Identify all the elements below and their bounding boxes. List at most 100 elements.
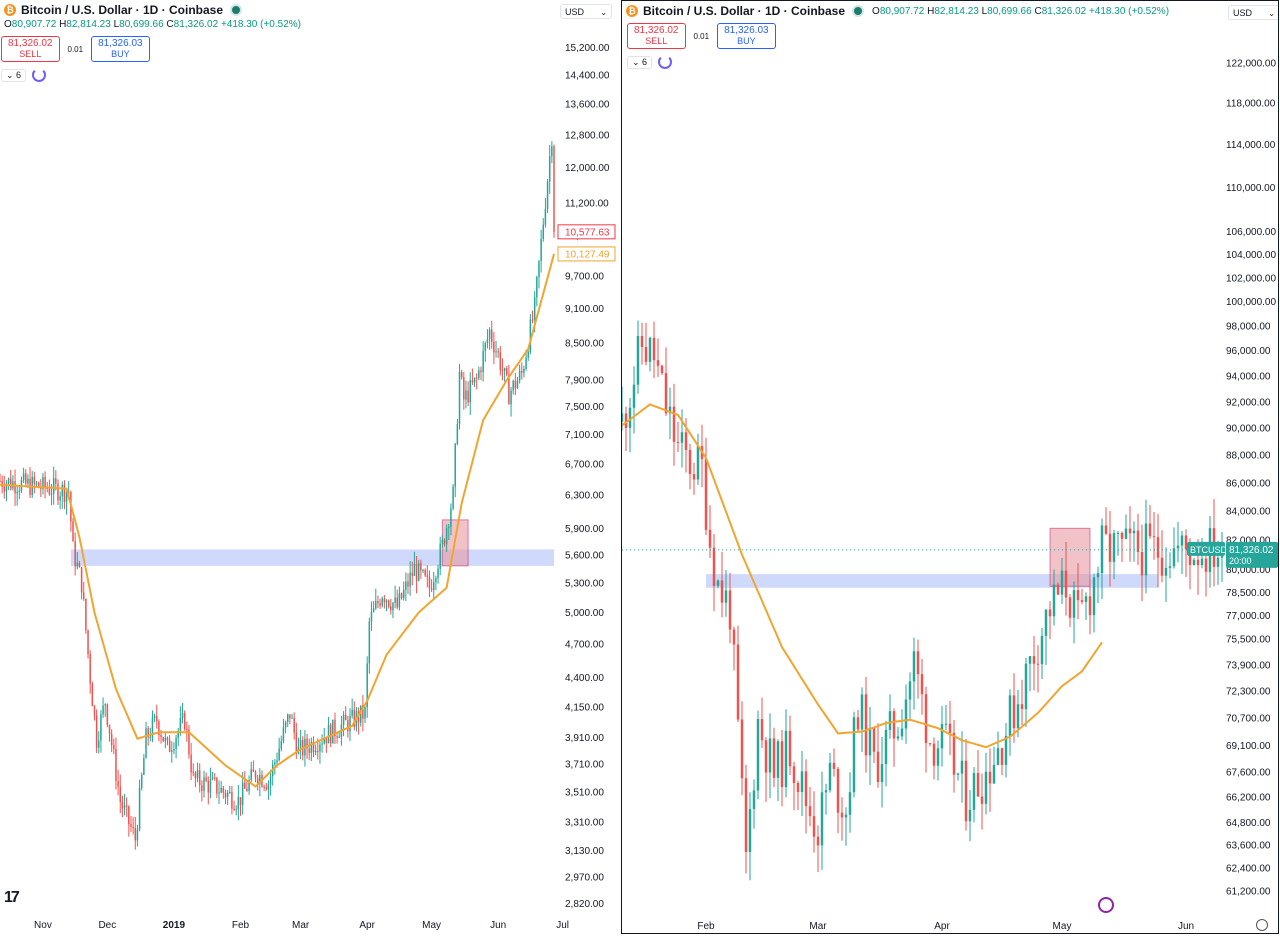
candle-body — [688, 449, 692, 475]
y-tick-label: 88,000.00 — [1226, 451, 1271, 462]
candle-body — [196, 770, 199, 779]
x-tick-label: 2019 — [163, 920, 186, 931]
candle-body — [44, 476, 46, 488]
candle-body — [736, 644, 740, 720]
y-tick-label: 106,000.00 — [1226, 227, 1276, 238]
candle-body — [1140, 551, 1144, 576]
left-chart-svg[interactable]: 2,820.00 2,970.00 3,130.00 3,310.00 3,510.00… — [0, 0, 620, 937]
candle-body — [55, 478, 57, 484]
y-tick-label: 7,100.00 — [565, 430, 604, 441]
candle-body — [123, 805, 126, 809]
candle-body — [5, 483, 8, 492]
buy-button[interactable]: 81,326.03 BUY — [91, 36, 150, 62]
candle-body — [546, 181, 549, 209]
candle-body — [1076, 590, 1080, 601]
candle-body — [140, 774, 143, 788]
candle-body — [336, 736, 338, 738]
chevron-down-icon[interactable]: ⌄ 6 — [627, 55, 653, 69]
candle-body — [42, 476, 44, 489]
candle-body — [880, 764, 884, 783]
chevron-down-icon[interactable]: ⌄ 6 — [1, 68, 27, 82]
candle-body — [956, 773, 960, 775]
candle-body — [59, 496, 61, 501]
y-tick-label: 13,600.00 — [565, 100, 610, 111]
price-label: 10,577.63 — [565, 227, 610, 238]
candle-body — [224, 792, 227, 798]
candle-body — [1112, 533, 1116, 562]
candle-body — [198, 770, 201, 786]
candle-body — [162, 737, 164, 742]
candle-body — [740, 719, 744, 779]
candle-body — [175, 737, 177, 749]
candle-body — [716, 580, 720, 587]
candle-body — [463, 377, 465, 400]
y-tick-label: 78,500.00 — [1226, 588, 1271, 599]
candle-body — [241, 782, 244, 806]
y-tick-label: 82,000.00 — [1226, 535, 1271, 546]
y-tick-label: 72,300.00 — [1226, 687, 1271, 698]
candle-body — [145, 728, 147, 759]
countdown: 20:00 — [1229, 556, 1252, 566]
candle-body — [1056, 584, 1060, 595]
symbol-title[interactable]: Bitcoin / U.S. Dollar · 1D · Coinbase — [643, 4, 846, 18]
candle-body — [188, 729, 190, 755]
currency-selector[interactable]: USD ⌄ — [560, 4, 612, 19]
candle-body — [728, 590, 732, 630]
candle-body — [95, 715, 98, 748]
replay-icon[interactable] — [1098, 897, 1114, 913]
candle-body — [149, 737, 152, 739]
candle-body — [480, 370, 482, 373]
candle-body — [57, 483, 59, 501]
candle-body — [383, 598, 386, 603]
candle-body — [760, 719, 764, 741]
gear-icon[interactable] — [1256, 919, 1268, 931]
candle-body — [52, 478, 55, 494]
y-tick-label: 5,000.00 — [565, 608, 604, 619]
candle-body — [523, 368, 525, 373]
candle-body — [286, 714, 289, 722]
sync-icon[interactable] — [32, 68, 47, 82]
candle-body — [692, 474, 696, 480]
candle-body — [732, 629, 736, 645]
candle-body — [1132, 530, 1136, 534]
candle-body — [916, 651, 920, 675]
right-chart-svg[interactable]: 61,200.00 62,400.00 63,600.00 64,800.00 66,2… — [622, 1, 1279, 934]
candle-body — [860, 694, 864, 730]
right-chart-pane[interactable]: 61,200.00 62,400.00 63,600.00 64,800.00 66,2… — [621, 0, 1279, 934]
indicators-toggle[interactable]: ⌄ 6 — [1, 68, 47, 82]
candle-body — [812, 816, 816, 837]
candle-body — [156, 715, 158, 722]
candle-body — [226, 792, 229, 798]
candle-body — [900, 728, 904, 737]
highlight-box — [1049, 527, 1091, 587]
y-tick-label: 62,400.00 — [1226, 863, 1271, 874]
currency-selector[interactable]: USD ⌄ — [1228, 5, 1278, 20]
symbol-title[interactable]: Bitcoin / U.S. Dollar · 1D · Coinbase — [21, 3, 224, 17]
candle-body — [628, 407, 632, 428]
candle-body — [78, 562, 81, 568]
indicators-toggle[interactable]: ⌄ 6 — [627, 55, 673, 69]
candle-body — [828, 762, 832, 791]
candle-body — [856, 717, 860, 730]
candle-body — [424, 570, 426, 576]
sell-button[interactable]: 81,326.02 SELL — [627, 23, 686, 49]
candle-body — [1104, 525, 1108, 534]
x-tick-label: Jun — [1178, 921, 1194, 932]
candle-body — [338, 736, 341, 738]
y-tick-label: 4,700.00 — [565, 639, 604, 650]
candle-body — [35, 482, 38, 484]
candle-body — [246, 788, 248, 792]
y-tick-label: 94,000.00 — [1226, 371, 1271, 382]
left-chart-pane[interactable]: 2,820.00 2,970.00 3,130.00 3,310.00 3,510.00… — [0, 0, 620, 937]
candle-body — [411, 572, 414, 576]
buy-button[interactable]: 81,326.03 BUY — [717, 23, 776, 49]
candle-body — [1168, 566, 1172, 568]
sell-button[interactable]: 81,326.02 SELL — [1, 36, 60, 62]
chevron-down-icon: ⌄ — [600, 8, 607, 17]
candle-body — [1084, 596, 1088, 602]
sync-icon[interactable] — [658, 55, 673, 69]
candle-body — [1004, 735, 1008, 765]
candle-body — [329, 725, 332, 744]
candle-body — [1028, 656, 1032, 664]
candle-body — [832, 762, 836, 769]
